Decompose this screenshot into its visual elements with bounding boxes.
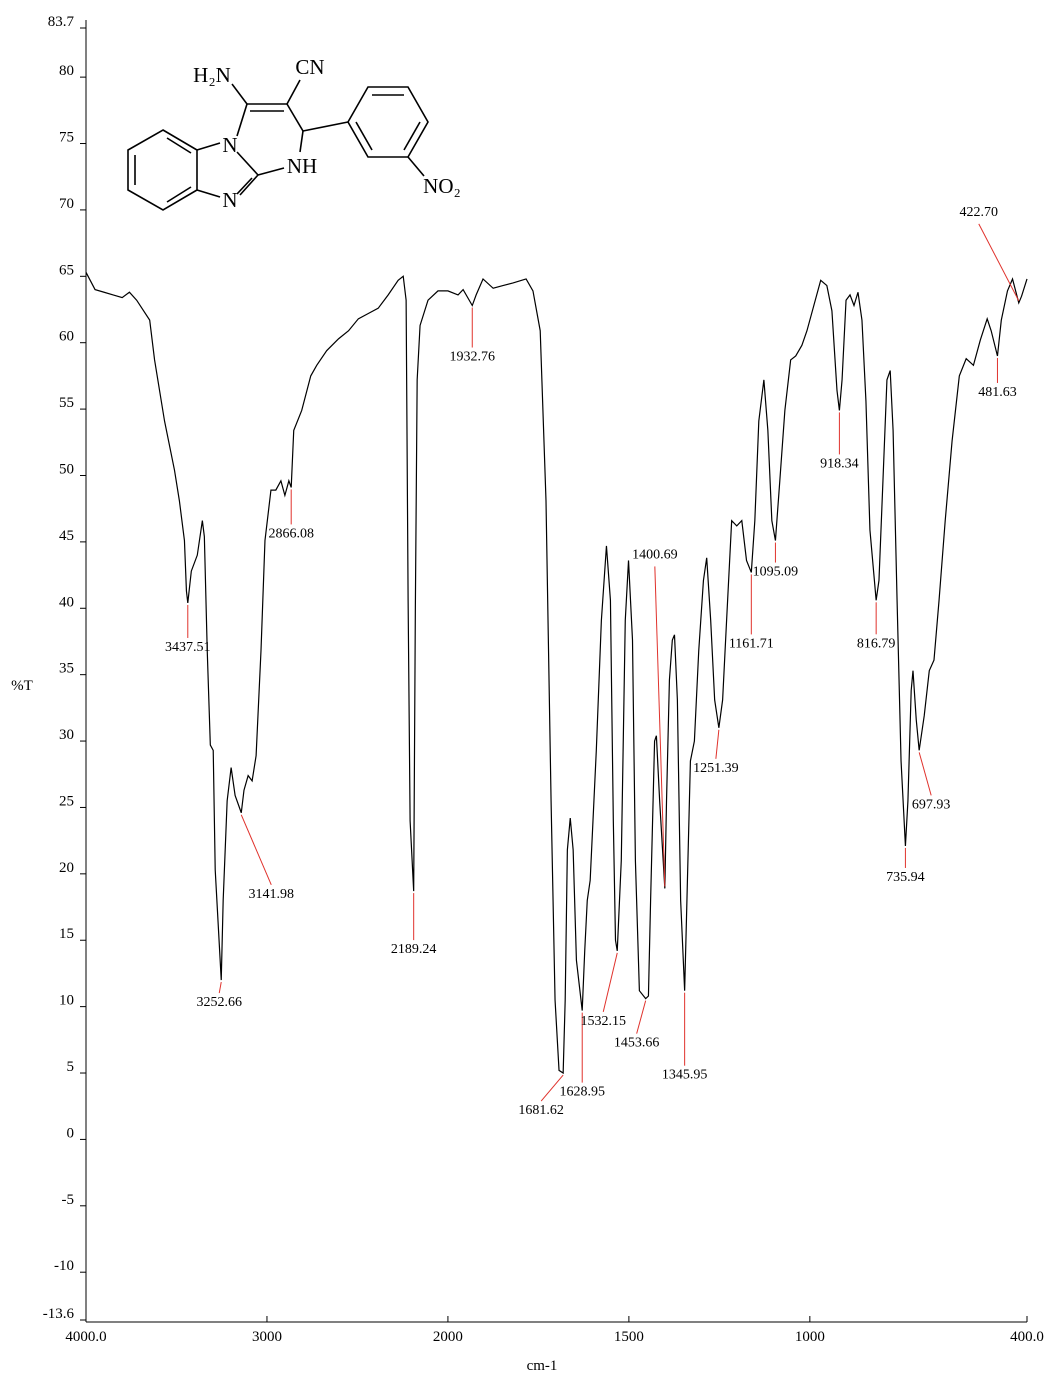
y-tick-label: 45: [59, 528, 74, 544]
bond: [166, 137, 192, 154]
x-tick-label: 3000: [252, 1329, 282, 1345]
structure-label: NO₂: [423, 174, 461, 198]
peak-label: 1400.69: [632, 547, 678, 562]
bond: [236, 177, 253, 195]
x-tick-label: 1500: [614, 1329, 644, 1345]
x-tick-label: 4000.0: [65, 1329, 106, 1345]
peak-label: 2866.08: [268, 526, 314, 541]
bond: [407, 156, 425, 177]
spectrum-line: [85, 272, 1028, 1075]
peak-label: 3141.98: [249, 887, 295, 902]
x-tick-label: 1000: [795, 1329, 825, 1345]
bond: [299, 130, 304, 153]
y-tick-label: -10: [54, 1258, 74, 1274]
y-tick-label: -13.6: [43, 1306, 75, 1322]
x-tick-label: 2000: [433, 1329, 463, 1345]
x-axis-title: cm-1: [527, 1358, 558, 1374]
structure-label: H₂N: [193, 63, 231, 87]
bond: [239, 174, 259, 196]
peak-label: 918.34: [820, 456, 859, 471]
peak-label: 2189.24: [391, 942, 437, 957]
bond: [231, 83, 248, 105]
peak-label: 422.70: [960, 205, 999, 220]
peak-label: 1251.39: [693, 761, 739, 776]
phenyl-ring: [347, 86, 429, 158]
peak-label: 481.63: [978, 385, 1017, 400]
bond: [286, 79, 301, 105]
y-tick-label: 5: [67, 1059, 75, 1075]
peak-marker: [715, 729, 720, 759]
peak-label: 1095.09: [753, 565, 799, 580]
peak-label: 1681.62: [518, 1103, 564, 1118]
peak-label: 1932.76: [450, 350, 496, 365]
bond: [257, 167, 285, 176]
y-tick-label: 75: [59, 130, 74, 146]
y-tick-label: 0: [67, 1125, 75, 1141]
y-tick-label: 25: [59, 793, 74, 809]
bond: [166, 186, 192, 203]
peak-label: 816.79: [857, 636, 896, 651]
y-tick-label: 30: [59, 727, 74, 743]
peak-marker: [918, 752, 932, 796]
peak-marker: [602, 952, 618, 1012]
peak-label: 735.94: [886, 870, 925, 885]
structure-label: N: [222, 133, 237, 157]
peak-label: 697.93: [912, 797, 951, 812]
peak-label: 1345.95: [662, 1068, 708, 1083]
bond: [355, 121, 373, 151]
y-tick-label: 35: [59, 661, 74, 677]
peak-label: 1532.15: [580, 1014, 626, 1029]
bond: [286, 103, 304, 132]
peak-marker: [218, 981, 222, 994]
y-tick-label: -5: [62, 1192, 75, 1208]
y-tick-label: 83.7: [48, 14, 75, 30]
structure-label: N: [222, 188, 237, 212]
peak-marker: [636, 1000, 647, 1034]
bond: [403, 121, 421, 151]
peak-marker: [240, 814, 272, 885]
y-tick-label: 55: [59, 395, 74, 411]
peak-label: 3437.51: [165, 640, 211, 655]
y-tick-label: 50: [59, 461, 74, 477]
peak-marker: [978, 223, 1020, 302]
peak-label: 1628.95: [559, 1085, 605, 1100]
bond: [196, 189, 221, 198]
y-tick-label: 40: [59, 594, 74, 610]
y-tick-label: 60: [59, 329, 74, 345]
y-axis-title: %T: [11, 678, 33, 694]
molecule-structure: H₂N CN N NH N NO₂: [127, 55, 461, 212]
structure-label: NH: [287, 154, 317, 178]
peak-label: 1161.71: [729, 636, 774, 651]
peak-label: 3252.66: [196, 995, 242, 1010]
benzene-ring: [127, 129, 198, 211]
peak-marker: [654, 566, 666, 887]
y-tick-label: 15: [59, 926, 74, 942]
y-tick-label: 20: [59, 860, 74, 876]
peak-marker: [540, 1074, 564, 1102]
y-tick-label: 70: [59, 196, 74, 212]
y-tick-label: 10: [59, 993, 74, 1009]
peak-label: 1453.66: [614, 1036, 660, 1051]
bond: [302, 121, 349, 132]
y-tick-label: 80: [59, 63, 74, 79]
bond: [236, 151, 259, 176]
y-tick-label: 65: [59, 262, 74, 278]
bond: [196, 142, 221, 151]
bond: [236, 103, 248, 137]
structure-label: CN: [295, 55, 324, 79]
x-tick-label: 400.0: [1010, 1329, 1044, 1345]
